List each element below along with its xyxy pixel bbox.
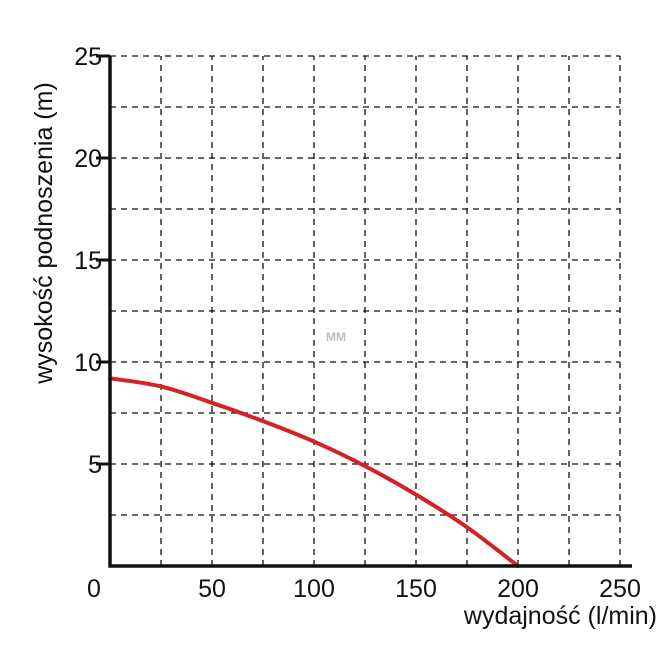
x-tick-label: 50 — [198, 575, 226, 603]
y-tick-label: 15 — [74, 247, 102, 275]
x-axis-label: wydajność (l/min) — [463, 602, 657, 630]
y-tick-label: 20 — [74, 145, 102, 173]
grid — [110, 55, 621, 566]
x-tick-label: 150 — [395, 575, 437, 603]
x-tick-label: 250 — [599, 575, 641, 603]
series-line — [108, 376, 520, 568]
x-tick-label: 0 — [87, 575, 101, 603]
y-axis-label: wysokość podnoszenia (m) — [30, 82, 58, 385]
y-tick-label: 10 — [74, 349, 102, 377]
y-tick-label: 25 — [74, 43, 102, 71]
watermark-text: MM — [326, 330, 346, 344]
x-tick-label: 100 — [293, 575, 335, 603]
axes — [96, 54, 632, 568]
y-tick-label: 5 — [88, 451, 102, 479]
x-tick-label: 200 — [497, 575, 539, 603]
